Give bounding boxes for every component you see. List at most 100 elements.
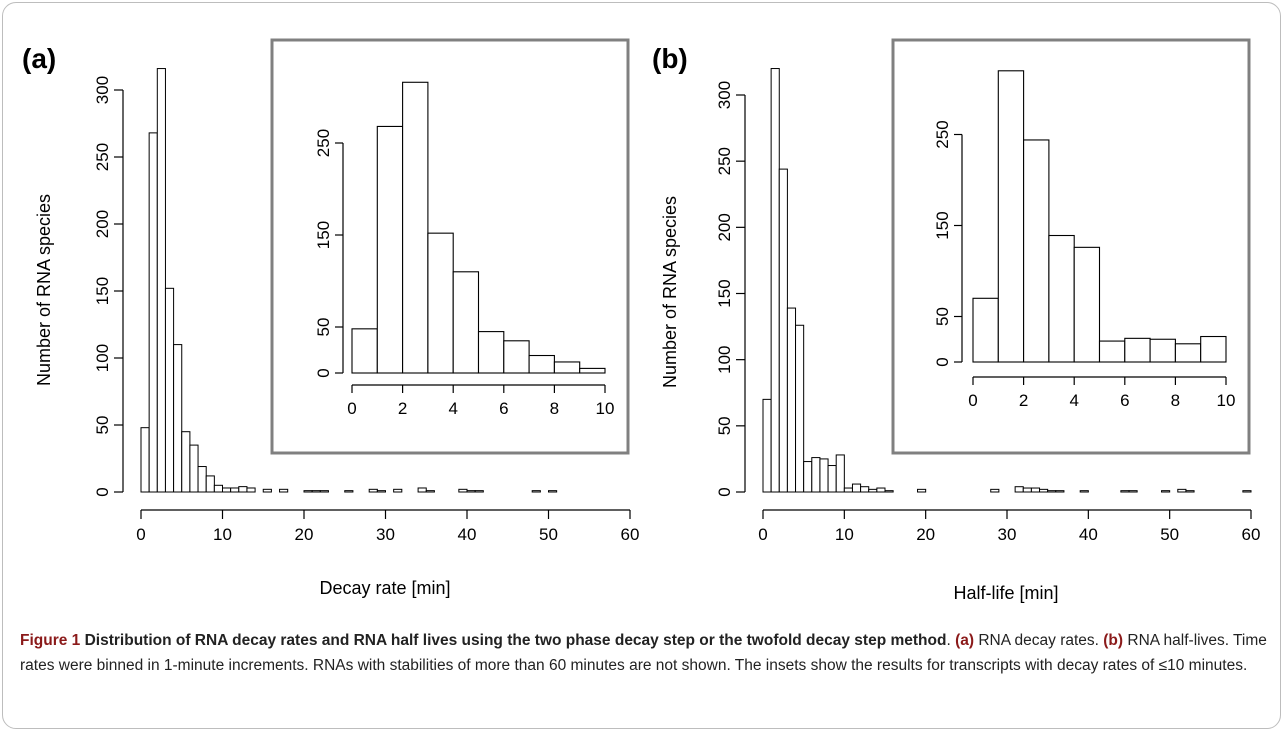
- panel-a-main-bar: [205, 475, 215, 493]
- caption-part-b-tag: (b): [1103, 632, 1124, 649]
- panel-a-main-bar: [197, 466, 207, 493]
- panel-a-inset-bar: [503, 340, 530, 374]
- panel-a-main-x-tick-label: 20: [295, 525, 314, 544]
- panel-a-main-bar: [368, 488, 378, 493]
- panel-a-main-x-tick-label: 40: [458, 525, 477, 544]
- panel-a-inset-x-tick-label: 0: [347, 399, 356, 418]
- panel-b-main-x-tick-label: 20: [916, 525, 935, 544]
- panel-a-main-bar: [173, 344, 183, 493]
- panel-a-inset-plot: 0 2 4 6 8 10 0 50 150 250: [314, 81, 615, 418]
- panel-b-inset-bar: [1048, 234, 1075, 363]
- panel-b-main-bar: [1047, 490, 1057, 493]
- panel-b-main-bar: [1242, 490, 1252, 493]
- panel-a-main-bar: [458, 488, 468, 493]
- panel-a-main-bar: [148, 132, 158, 493]
- panel-a-inset-y-tick-label: 50: [314, 318, 333, 337]
- caption-part-a-text: RNA decay rates.: [978, 632, 1099, 649]
- panel-b-main-bar: [990, 488, 1000, 493]
- panel-b-main-bar: [786, 307, 797, 493]
- panel-b-main-y-tick-label: 200: [715, 213, 734, 241]
- panel-b-main-bar: [1055, 490, 1065, 493]
- panel-a-main-y-tick-label: 250: [93, 143, 112, 171]
- panel-a-inset-y-tick-label: 0: [314, 368, 333, 377]
- panel-a-main-x-tick-label: 0: [136, 525, 145, 544]
- panel-a-main-y-tick-label: 150: [93, 277, 112, 305]
- panel-a-main-y-tick-label: 300: [93, 76, 112, 104]
- panel-b-main-bar: [876, 487, 886, 493]
- panel-a-main-bar: [230, 487, 240, 493]
- panel-a-main-bar: [425, 490, 435, 493]
- panel-a-main-y-tick-label: 0: [93, 487, 112, 496]
- panel-b-inset-x-tick-label: 2: [1019, 391, 1028, 410]
- panel-b-inset-plot: 0 2 4 6 8 10 0 50 150 250: [933, 70, 1235, 410]
- panel-a-main-x-tick-label: 30: [376, 525, 395, 544]
- panel-b-main-x-tick-label: 60: [1242, 525, 1261, 544]
- panel-b-main-bar: [811, 457, 821, 493]
- panel-b-main-bar: [1014, 486, 1024, 493]
- panel-b-inset-y-tick-label: 150: [933, 211, 952, 239]
- panel-b-main-bar: [819, 458, 829, 493]
- panel-b-main-bar: [1022, 487, 1032, 493]
- panel-a-main-bar: [189, 444, 199, 493]
- panel-a-main-bar: [262, 488, 272, 493]
- panel-a-inset-y-tick-label: 250: [314, 129, 333, 157]
- panel-a-main-bar: [222, 487, 232, 493]
- panel-a-main-bar: [140, 427, 150, 493]
- panel-a-main-bar: [279, 488, 289, 493]
- panel-b-main-x-tick-label: 0: [758, 525, 767, 544]
- panel-b-main-y-tick-label: 0: [715, 487, 734, 496]
- panel-b-main-bar: [1161, 490, 1171, 493]
- panel-b-y-axis-label: Number of RNA species: [660, 196, 680, 388]
- panel-b-inset-bar: [1073, 246, 1101, 363]
- panel-b-main-bar: [860, 486, 870, 493]
- panel-b-main-bar: [803, 461, 813, 493]
- panel-b-main-bar: [835, 454, 845, 493]
- panel-a-main-bar: [319, 490, 329, 493]
- panel-a-main-y-tick-label: 50: [93, 416, 112, 435]
- panel-a-inset-bar: [528, 354, 555, 374]
- panel-a-main-y-tick-label: 100: [93, 344, 112, 372]
- panel-b-main-y-tick-label: 100: [715, 345, 734, 373]
- panel-b-inset-bar: [1023, 139, 1050, 363]
- panel-b-inset-bar: [1098, 340, 1126, 363]
- panel-b-inset-bar: [972, 297, 999, 363]
- panel-a-main-bar: [417, 487, 427, 493]
- figure-caption: Figure 1 Distribution of RNA decay rates…: [20, 632, 1267, 674]
- panel-a-inset-x-tick-label: 2: [398, 399, 407, 418]
- figure-charts: (a) Decay rate [min] Number of RNA speci…: [22, 38, 1261, 603]
- panel-a-inset-bar: [553, 361, 581, 374]
- panel-a-inset-bar: [579, 367, 606, 374]
- panel-a-inset-x-tick-label: 10: [596, 399, 615, 418]
- panel-b-main-y-tick-label: 300: [715, 81, 734, 109]
- panel-b-main-bar: [770, 68, 780, 493]
- panel-a-main-bar: [531, 490, 541, 493]
- caption-part-a-tag: (a): [955, 632, 975, 649]
- panel-b-inset-bar: [1124, 337, 1151, 363]
- panel-a-main-bar: [303, 490, 313, 493]
- panel-a-inset-y-tick-label: 150: [314, 221, 333, 249]
- panel-a-inset-bar: [427, 232, 454, 374]
- panel-a-main-bar: [164, 287, 175, 493]
- panel-a-main-bar: [213, 484, 224, 493]
- panel-b-main-bar: [1039, 488, 1049, 493]
- panel-b-main-x-tick-label: 50: [1160, 525, 1179, 544]
- panel-a-inset-bar: [477, 331, 505, 374]
- panel-a-main-bar: [246, 487, 256, 493]
- panel-a-inset-box: [270, 38, 630, 455]
- panel-b-main-x-tick-label: 10: [835, 525, 854, 544]
- caption-part-b-text: RNA half-lives. Time rates were binned i…: [20, 632, 1267, 674]
- caption-title: Distribution of RNA decay rates and RNA …: [84, 632, 947, 649]
- panel-a: (a) Decay rate [min] Number of RNA speci…: [22, 38, 640, 598]
- panel-b-main-bar: [1185, 490, 1195, 493]
- panel-b-label: (b): [652, 43, 688, 74]
- panel-a-main-x-tick-label: 60: [621, 525, 640, 544]
- panel-a-x-axis-label: Decay rate [min]: [319, 578, 450, 598]
- panel-a-inset-bar: [402, 81, 429, 374]
- panel-b-main-x-tick-label: 30: [998, 525, 1017, 544]
- panel-b-main-y-tick-label: 50: [715, 416, 734, 435]
- panel-a-main-bar: [238, 486, 248, 493]
- panel-a-main-bar: [393, 488, 403, 493]
- panel-b-inset-bar: [1149, 338, 1176, 363]
